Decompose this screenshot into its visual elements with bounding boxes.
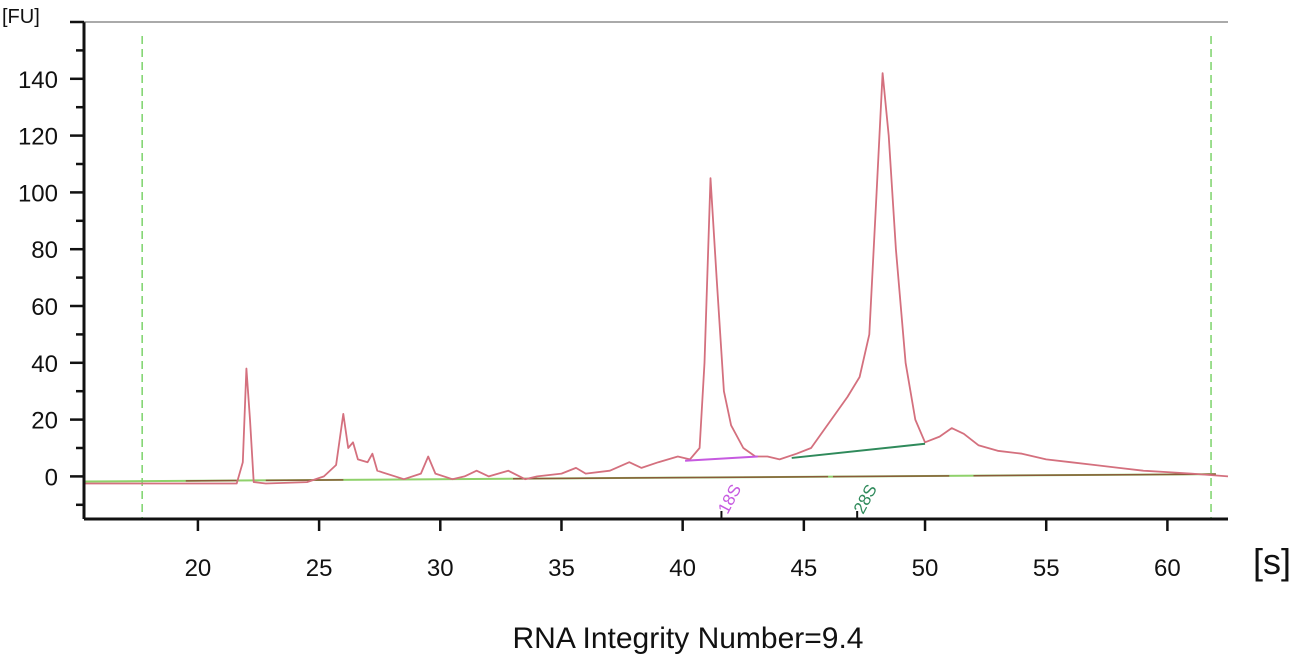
baseline-segment-3 <box>832 475 950 478</box>
peak-label-18s: 18S <box>714 481 745 517</box>
baseline-segment-2 <box>512 475 829 480</box>
x-tick-label-60: 60 <box>1154 555 1181 582</box>
y-axis-unit-label: [FU] <box>2 6 40 28</box>
x-tick-label-20: 20 <box>185 555 212 582</box>
x-tick-label-40: 40 <box>669 555 696 582</box>
y-tick-label-60: 60 <box>31 294 58 321</box>
x-tick-label-30: 30 <box>427 555 454 582</box>
x-tick-label-55: 55 <box>1033 555 1060 582</box>
y-tick-label-80: 80 <box>31 237 58 264</box>
y-tick-label-20: 20 <box>31 408 58 435</box>
x-tick-label-35: 35 <box>548 555 575 582</box>
axes: 0 20 40 60 80 100 120 140 20 25 30 35 40 45 50 55 60 [FU]… <box>2 6 1291 582</box>
y-tick-label-0: 0 <box>45 464 58 491</box>
y-tick-label-100: 100 <box>18 180 58 207</box>
y-tick-label-40: 40 <box>31 351 58 378</box>
baseline-segment-4 <box>973 473 1216 477</box>
x-axis-unit-label: [s] <box>1253 541 1291 582</box>
x-tick-label-45: 45 <box>790 555 817 582</box>
x-tick-label-50: 50 <box>912 555 939 582</box>
peak-baseline-18s <box>685 455 758 462</box>
y-tick-label-140: 140 <box>18 67 58 94</box>
rin-annotation: RNA Integrity Number=9.4 <box>512 622 864 655</box>
y-tick-label-120: 120 <box>18 124 58 151</box>
x-tick-label-25: 25 <box>306 555 333 582</box>
electropherogram-chart: 18S 28S 0 20 40 60 80 100 120 140 20 25 30 35 40 45 50 5… <box>2 6 1291 582</box>
trace-line-0 <box>84 72 1229 485</box>
baseline-segment-1 <box>265 479 344 482</box>
peak-baseline-28s <box>791 442 926 459</box>
peak-label-28s: 28S <box>850 481 881 517</box>
plot-area: 18S 28S <box>83 36 1229 519</box>
